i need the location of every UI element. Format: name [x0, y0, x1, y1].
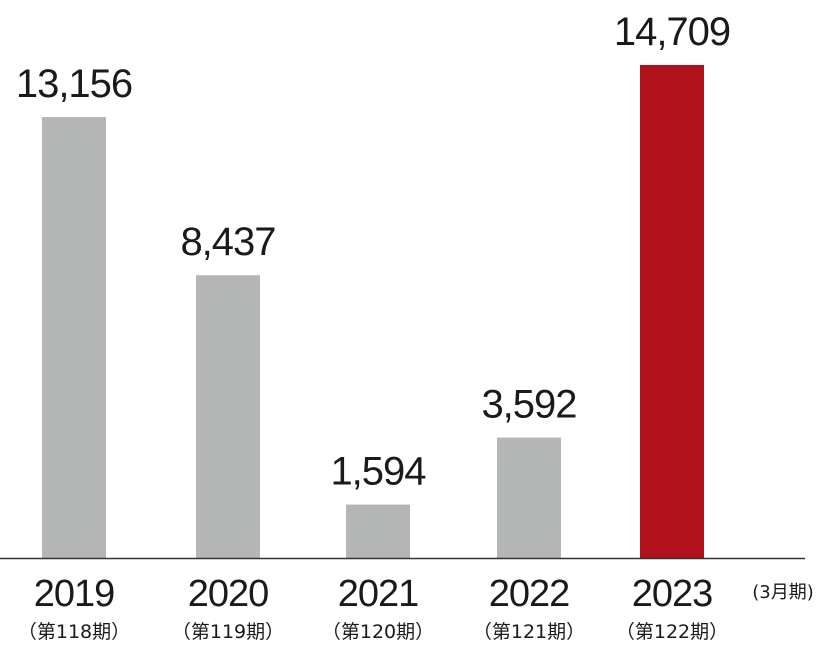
bar-2019 [42, 117, 106, 559]
x-tick-label-2019: 2019 [34, 573, 115, 615]
period-label-2019: （第118期） [18, 621, 130, 643]
bar-2022 [497, 437, 561, 558]
period-label-2022: （第121期） [473, 621, 585, 643]
x-tick-label-2020: 2020 [188, 573, 269, 615]
value-label-2020: 8,437 [180, 220, 275, 264]
bars-layer [42, 65, 704, 559]
x-tick-label-2023: 2023 [632, 573, 713, 615]
x-tick-label-2022: 2022 [489, 573, 570, 615]
value-label-2023: 14,709 [614, 10, 730, 54]
x-tick-label-2021: 2021 [338, 573, 419, 615]
period-label-2021: （第120期） [322, 621, 434, 643]
bar-2020 [196, 275, 260, 558]
bar-2021 [346, 504, 410, 558]
bar-2023 [640, 65, 704, 558]
period-label-2023: （第122期） [616, 621, 728, 643]
x-unit-label: (3月期) [752, 582, 814, 603]
tick-labels-layer: 2019 （第118期） 2020 （第119期） 2021 （第120期） 2022 （第1… [18, 573, 728, 643]
value-label-2019: 13,156 [16, 62, 132, 106]
value-labels-layer: 13,156 8,437 1,594 3,592 14,709 [16, 10, 731, 494]
value-label-2021: 1,594 [330, 450, 426, 494]
value-label-2022: 3,592 [481, 383, 576, 427]
period-label-2020: （第119期） [172, 621, 284, 643]
